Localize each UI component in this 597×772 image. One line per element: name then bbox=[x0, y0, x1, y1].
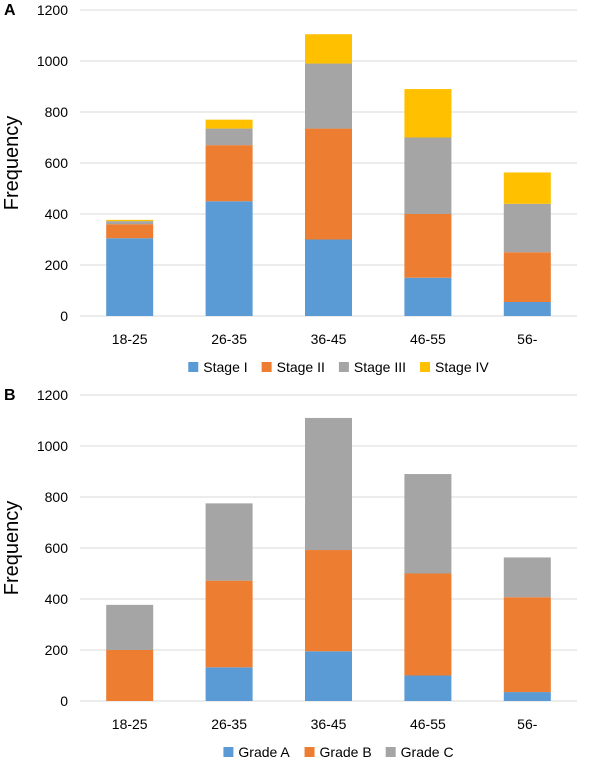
legend-label: Grade C bbox=[401, 744, 454, 760]
y-axis-label: Frequency bbox=[1, 501, 23, 596]
x-tick-label: 56- bbox=[517, 331, 538, 347]
legend-swatch bbox=[420, 362, 431, 372]
panel-label-b: B bbox=[4, 387, 16, 404]
x-tick-label: 46-55 bbox=[410, 331, 446, 347]
y-axis-label: Frequency bbox=[1, 116, 23, 211]
stacked-bar-chart-a: 0 200 400 600 800 1000 1200 Frequency 18-25 26-35… bbox=[1, 2, 577, 375]
y-tick-label: 400 bbox=[45, 206, 69, 222]
y-tick-label: 200 bbox=[45, 257, 69, 273]
legend-swatch bbox=[261, 362, 272, 372]
bar-segment bbox=[205, 201, 253, 316]
legend-swatch bbox=[338, 362, 349, 372]
bar-segment bbox=[404, 474, 452, 574]
bar-segment bbox=[106, 221, 154, 225]
bar-segment bbox=[106, 604, 154, 650]
y-tick-label: 400 bbox=[45, 591, 69, 607]
bar-segment bbox=[106, 650, 154, 701]
x-tick-label: 36-45 bbox=[311, 716, 347, 732]
x-tick-label: 26-35 bbox=[211, 331, 247, 347]
bar-segment bbox=[205, 145, 253, 202]
legend-label: Stage II bbox=[277, 359, 325, 375]
bar-segment bbox=[106, 219, 154, 222]
legend-swatch bbox=[223, 747, 234, 757]
panel-label-a: A bbox=[4, 2, 16, 19]
x-tick-label: 56- bbox=[517, 716, 538, 732]
legend-swatch bbox=[385, 747, 396, 757]
bar-segment bbox=[205, 667, 253, 701]
y-tick-label: 600 bbox=[45, 540, 69, 556]
bar-segment bbox=[503, 252, 551, 302]
y-tick-label: 1000 bbox=[37, 438, 68, 454]
x-tick-label: 46-55 bbox=[410, 716, 446, 732]
x-tick-label: 18-25 bbox=[112, 716, 148, 732]
y-tick-label: 1200 bbox=[37, 2, 68, 18]
bar-segment bbox=[404, 277, 452, 316]
bar-segment bbox=[305, 128, 352, 240]
bar-segment bbox=[503, 597, 551, 693]
y-tick-label: 1000 bbox=[37, 53, 68, 69]
bar-segment bbox=[305, 34, 352, 64]
legend-label: Stage III bbox=[354, 359, 406, 375]
legend-label: Stage I bbox=[203, 359, 247, 375]
x-tick-label: 26-35 bbox=[211, 716, 247, 732]
bar-segment bbox=[205, 119, 253, 129]
legend-swatch bbox=[188, 362, 199, 372]
bar-segment bbox=[503, 692, 551, 701]
bar-segment bbox=[503, 301, 551, 316]
chart-panel-a: A 0 200 400 600 800 1000 1200 Frequency 18-25 26-… bbox=[0, 0, 597, 385]
y-tick-label: 200 bbox=[45, 642, 69, 658]
bar-segment bbox=[503, 557, 551, 598]
y-tick-label: 0 bbox=[60, 693, 68, 709]
bar-segment bbox=[404, 137, 452, 214]
bar-segment bbox=[305, 651, 352, 701]
bar-segment bbox=[404, 573, 452, 676]
legend-label: Stage IV bbox=[435, 359, 489, 375]
bar-segment bbox=[503, 203, 551, 253]
bar-segment bbox=[305, 417, 352, 551]
bar-segment bbox=[106, 224, 154, 239]
y-tick-label: 800 bbox=[45, 489, 69, 505]
bar-segment bbox=[305, 550, 352, 652]
legend-label: Grade B bbox=[320, 744, 372, 760]
bar-segment bbox=[503, 172, 551, 204]
bar-segment bbox=[106, 238, 154, 316]
bar-segment bbox=[305, 63, 352, 129]
x-tick-label: 36-45 bbox=[311, 331, 347, 347]
bar-segment bbox=[404, 675, 452, 701]
bar-segment bbox=[404, 214, 452, 278]
y-tick-label: 600 bbox=[45, 155, 69, 171]
chart-panel-b: B 0 200 400 600 800 1000 1200 Frequency 18-25 26-… bbox=[0, 385, 597, 767]
y-tick-label: 0 bbox=[60, 308, 68, 324]
bar-segment bbox=[205, 128, 253, 146]
bar-segment bbox=[205, 503, 253, 581]
bar-segment bbox=[305, 239, 352, 316]
legend-swatch bbox=[304, 747, 315, 757]
y-tick-label: 1200 bbox=[37, 387, 68, 403]
bar-segment bbox=[404, 89, 452, 138]
x-tick-label: 18-25 bbox=[112, 331, 148, 347]
y-tick-label: 800 bbox=[45, 104, 69, 120]
bar-segment bbox=[205, 580, 253, 668]
stacked-bar-chart-b: 0 200 400 600 800 1000 1200 Frequency 18-25 26-35… bbox=[1, 387, 577, 760]
legend-label: Grade A bbox=[238, 744, 290, 760]
